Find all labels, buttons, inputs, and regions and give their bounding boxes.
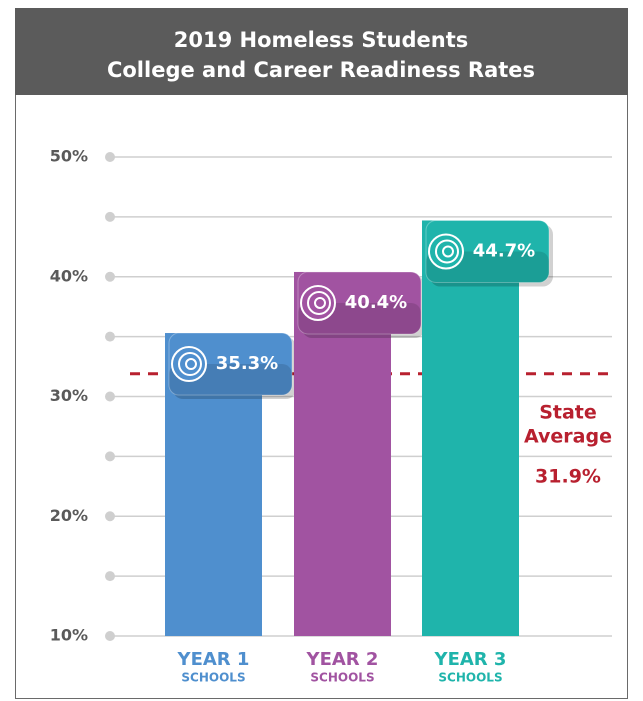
spiral	[314, 296, 326, 309]
scroll	[425, 219, 550, 283]
grid-dot	[105, 571, 115, 582]
x-tick-sublabel: SCHOOLS	[438, 671, 502, 685]
spiral	[435, 239, 459, 264]
y-tick-label: 40%	[50, 266, 88, 285]
value-label: 44.7%	[473, 240, 535, 261]
y-tick-label: 20%	[50, 506, 88, 525]
chart-title: 2019 Homeless Students	[174, 28, 469, 52]
chart-title: College and Career Readiness Rates	[107, 58, 535, 82]
spiral	[185, 358, 197, 371]
scroll	[297, 271, 422, 335]
reference-label: State	[539, 402, 597, 424]
grid-dot	[105, 391, 115, 402]
x-tick-label: YEAR 1	[177, 649, 250, 670]
x-tick-label: YEAR 3	[434, 649, 507, 670]
reference-value-label: 31.9%	[535, 466, 601, 488]
grid-dot	[105, 152, 115, 162]
grid-dot	[105, 451, 115, 462]
grid-dot	[105, 211, 115, 222]
spiral	[442, 245, 454, 258]
bar	[422, 220, 519, 636]
x-tick-label: YEAR 2	[306, 649, 379, 670]
title-bar	[15, 8, 628, 95]
grid-dot	[105, 271, 115, 282]
x-tick-sublabel: SCHOOLS	[310, 671, 374, 685]
y-tick-label: 30%	[50, 386, 88, 405]
grid-dot	[105, 511, 115, 522]
y-tick-label: 50%	[50, 147, 88, 166]
y-tick-label: 10%	[50, 626, 88, 645]
x-tick-sublabel: SCHOOLS	[181, 671, 245, 685]
scroll	[168, 332, 293, 396]
grid-dot	[105, 631, 115, 641]
reference-label: Average	[524, 426, 612, 448]
grid-dot	[105, 331, 115, 342]
spiral	[307, 290, 331, 315]
value-label: 40.4%	[345, 292, 407, 313]
spiral	[178, 352, 202, 377]
value-label: 35.3%	[216, 353, 278, 374]
